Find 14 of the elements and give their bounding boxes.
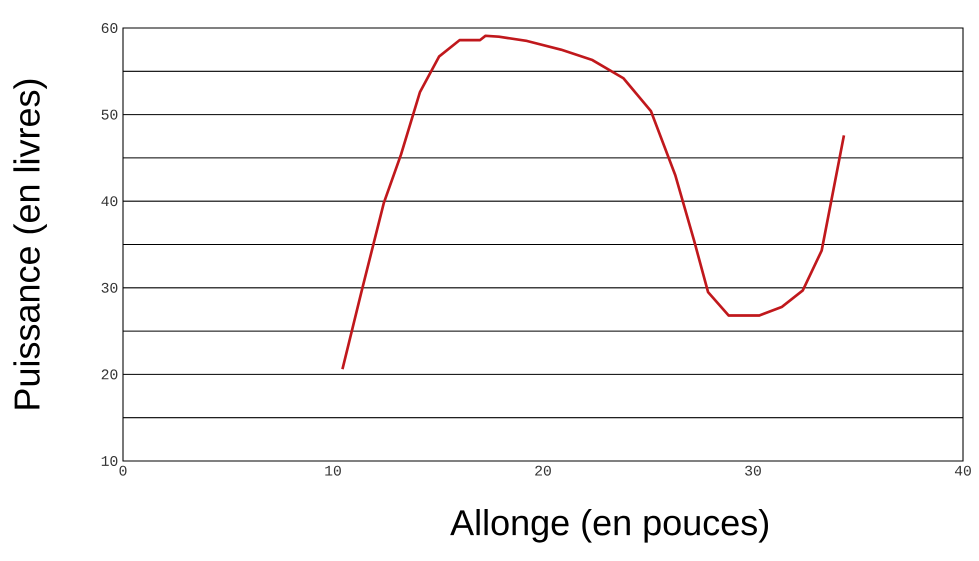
x-axis-title: Allonge (en pouces) [450, 509, 768, 543]
y-axis-title: Puissance (en livres) [13, 80, 47, 409]
x-tick-label: 30 [745, 466, 761, 476]
line-series [341, 34, 846, 371]
x-tick-label: 0 [119, 466, 127, 476]
y-tick-label: 10 [102, 456, 118, 466]
y-tick-label: 60 [102, 23, 118, 33]
y-tick-label: 40 [101, 196, 118, 206]
y-tick-label: 30 [102, 282, 118, 293]
x-tick-label: 40 [954, 466, 971, 476]
x-tick-label: 20 [535, 466, 551, 476]
y-tick-label: 20 [102, 369, 118, 380]
x-tick-label: 10 [325, 466, 341, 476]
y-tick-label: 50 [102, 110, 118, 120]
